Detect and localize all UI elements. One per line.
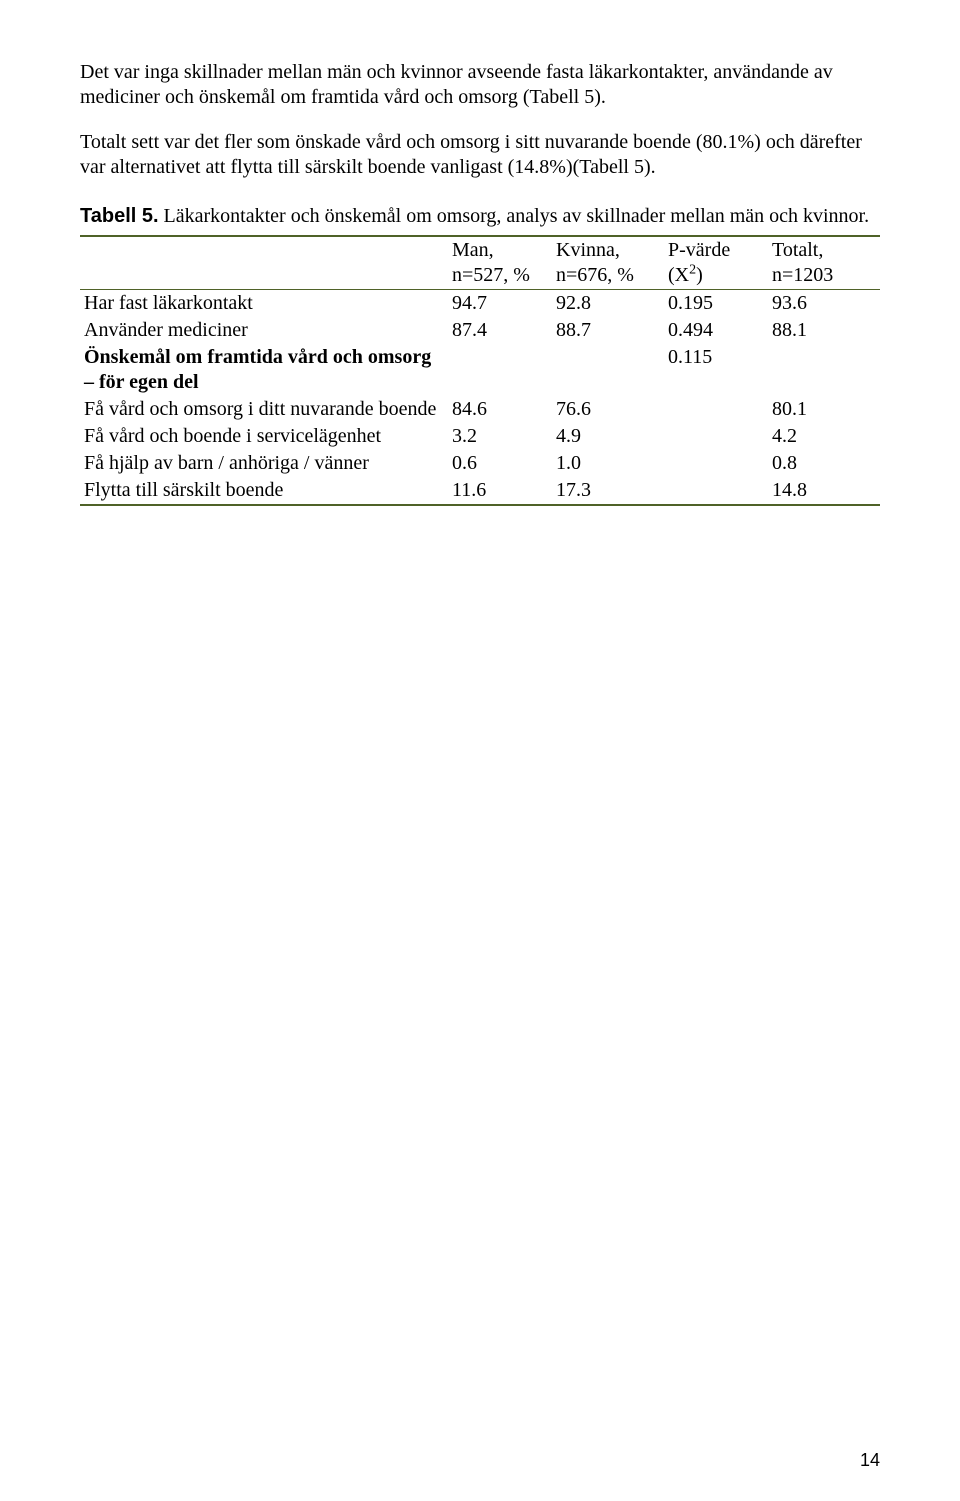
row-man: 84.6 xyxy=(448,396,552,423)
header-kvinna-l2: n=676, % xyxy=(556,264,634,286)
header-man: Man, n=527, % xyxy=(448,236,552,290)
row-pvalue xyxy=(664,396,768,423)
row-total: 0.8 xyxy=(768,450,880,477)
row-man: 94.7 xyxy=(448,290,552,318)
paragraph-1: Det var inga skillnader mellan män och k… xyxy=(80,60,880,110)
row-total: 4.2 xyxy=(768,423,880,450)
header-pvalue-l2: (X2) xyxy=(668,264,703,286)
row-kvinna: 88.7 xyxy=(552,317,664,344)
row-total: 93.6 xyxy=(768,290,880,318)
table-row: Har fast läkarkontakt94.792.80.19593.6 xyxy=(80,290,880,318)
table-row: Få hjälp av barn / anhöriga / vänner0.61… xyxy=(80,450,880,477)
paragraph-2: Totalt sett var det fler som önskade vår… xyxy=(80,130,880,180)
row-pvalue: 0.115 xyxy=(664,344,768,396)
header-total-l1: Totalt, xyxy=(772,239,823,261)
row-man: 0.6 xyxy=(448,450,552,477)
table-row: Använder mediciner87.488.70.49488.1 xyxy=(80,317,880,344)
row-total: 88.1 xyxy=(768,317,880,344)
row-pvalue xyxy=(664,477,768,505)
header-kvinna-l1: Kvinna, xyxy=(556,239,620,261)
row-man: 11.6 xyxy=(448,477,552,505)
table-caption: Tabell 5. Läkarkontakter och önskemål om… xyxy=(80,204,880,229)
row-pvalue: 0.494 xyxy=(664,317,768,344)
row-total xyxy=(768,344,880,396)
table-body: Har fast läkarkontakt94.792.80.19593.6An… xyxy=(80,290,880,506)
header-pvalue-l1: P-värde xyxy=(668,239,730,261)
row-total: 14.8 xyxy=(768,477,880,505)
row-total: 80.1 xyxy=(768,396,880,423)
header-man-l1: Man, xyxy=(452,239,494,261)
header-total-l2: n=1203 xyxy=(772,264,833,286)
row-man: 87.4 xyxy=(448,317,552,344)
row-label: Få vård och boende i servicelägenhet xyxy=(80,423,448,450)
table-row: Få vård och boende i servicelägenhet3.24… xyxy=(80,423,880,450)
row-kvinna xyxy=(552,344,664,396)
table-header-row: Man, n=527, % Kvinna, n=676, % P-värde (… xyxy=(80,236,880,290)
row-kvinna: 4.9 xyxy=(552,423,664,450)
row-man: 3.2 xyxy=(448,423,552,450)
row-label: Få vård och omsorg i ditt nuvarande boen… xyxy=(80,396,448,423)
row-label: Har fast läkarkontakt xyxy=(80,290,448,318)
header-blank xyxy=(80,236,448,290)
header-total: Totalt, n=1203 xyxy=(768,236,880,290)
table-row: Önskemål om framtida vård och omsorg – f… xyxy=(80,344,880,396)
header-kvinna: Kvinna, n=676, % xyxy=(552,236,664,290)
row-kvinna: 1.0 xyxy=(552,450,664,477)
row-kvinna: 17.3 xyxy=(552,477,664,505)
row-pvalue: 0.195 xyxy=(664,290,768,318)
header-man-l2: n=527, % xyxy=(452,264,530,286)
row-pvalue xyxy=(664,423,768,450)
caption-text: Läkarkontakter och önskemål om omsorg, a… xyxy=(159,205,870,227)
row-label: Använder mediciner xyxy=(80,317,448,344)
row-kvinna: 76.6 xyxy=(552,396,664,423)
row-label: Flytta till särskilt boende xyxy=(80,477,448,505)
row-man xyxy=(448,344,552,396)
row-pvalue xyxy=(664,450,768,477)
page: Det var inga skillnader mellan män och k… xyxy=(0,0,960,1501)
row-kvinna: 92.8 xyxy=(552,290,664,318)
page-number: 14 xyxy=(860,1450,880,1471)
table-row: Flytta till särskilt boende11.617.3 14.8 xyxy=(80,477,880,505)
caption-label: Tabell 5. xyxy=(80,205,159,227)
data-table: Man, n=527, % Kvinna, n=676, % P-värde (… xyxy=(80,235,880,506)
table-row: Få vård och omsorg i ditt nuvarande boen… xyxy=(80,396,880,423)
row-label: Önskemål om framtida vård och omsorg – f… xyxy=(80,344,448,396)
header-pvalue: P-värde (X2) xyxy=(664,236,768,290)
row-label: Få hjälp av barn / anhöriga / vänner xyxy=(80,450,448,477)
